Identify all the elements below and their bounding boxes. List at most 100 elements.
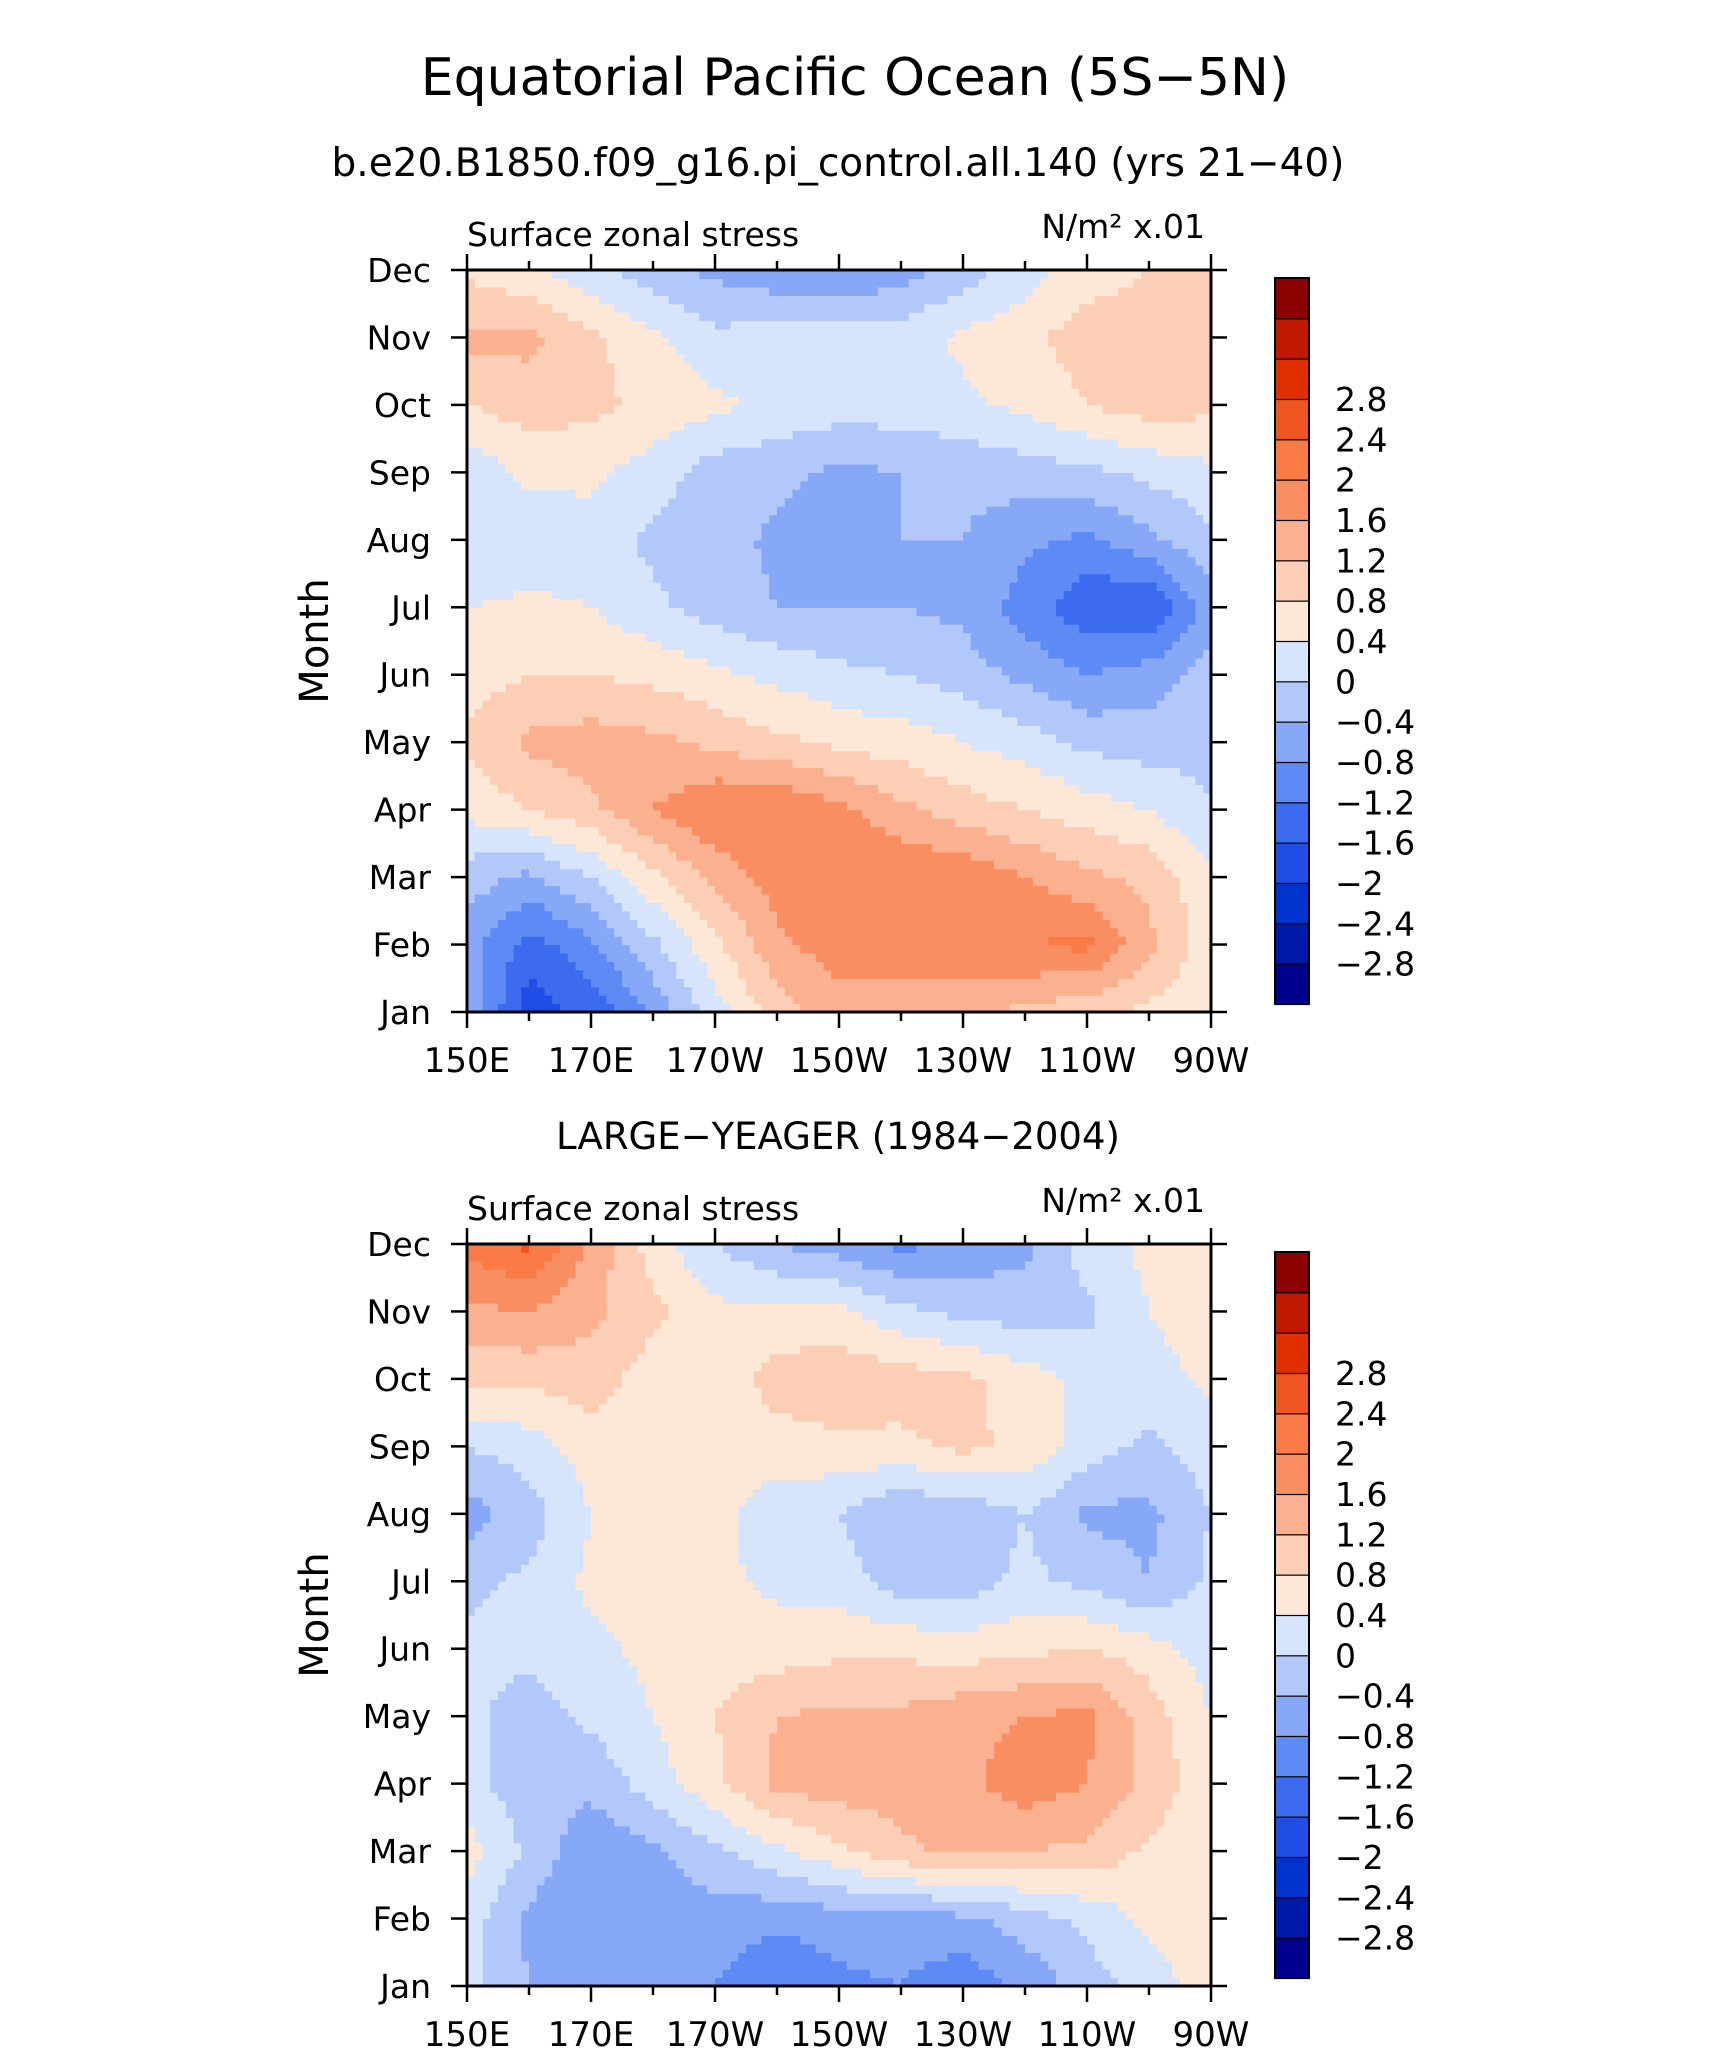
colorbar-swatch [1274,842,1310,885]
x-tick-label: 150W [790,2015,889,2055]
figure-subtitle: b.e20.B1850.f09_g16.pi_control.all.140 (… [332,141,1345,186]
colorbar-label: 0.8 [1335,1556,1387,1595]
y-tick-label: Jul [389,1562,431,1601]
y-tick-label: Apr [374,1765,432,1804]
x-tick-label: 170W [666,2015,765,2055]
colorbar-swatch [1274,761,1310,804]
x-tick-label: 110W [1038,2015,1137,2055]
y-tick-label: Aug [367,1495,431,1534]
panel-top: 150E 170E 170W 150W 130W 110W 90W Jan Feb Mar Apr M… [292,207,1415,1081]
colorbar-swatch [1274,1896,1310,1939]
colorbar-swatch [1274,1735,1310,1778]
y-tick-label: May [363,723,431,762]
colorbar-label: −0.4 [1335,703,1415,742]
units-label: N/m² x.01 [1041,1181,1205,1220]
colorbar-swatch [1274,1937,1310,1980]
colorbar-swatch [1274,358,1310,401]
colorbar-label: 1.2 [1335,1515,1387,1554]
colorbar-swatch [1274,277,1310,320]
colorbar-frame [1274,277,1310,1005]
colorbar-label: −0.8 [1335,1717,1415,1756]
y-tick-label: Nov [367,1292,431,1331]
colorbar-label: −2.8 [1335,1919,1415,1958]
colorbar-label: −0.4 [1335,1677,1415,1716]
x-tick-label: 110W [1038,1041,1137,1081]
colorbar-swatch [1274,398,1310,441]
colorbar-swatch [1274,1856,1310,1899]
colorbar-label: 0.8 [1335,582,1387,621]
y-tick-label: Aug [367,521,431,560]
units-label: N/m² x.01 [1041,207,1205,246]
colorbar-label: 1.6 [1335,501,1387,540]
colorbar-swatch [1274,1291,1310,1334]
colorbar-swatch [1274,680,1310,723]
y-tick-label: Jun [377,656,431,695]
colorbar-swatch [1274,963,1310,1006]
x-tick-label: 170W [666,1041,765,1081]
colorbar-swatch [1274,1251,1310,1294]
y-axis-label: Month [292,1552,338,1677]
y-tick-label: Feb [373,1900,431,1939]
colorbar-swatch [1274,1775,1310,1818]
colorbar-swatch [1274,438,1310,481]
x-tick-label: 130W [914,2015,1013,2055]
x-tick-label: 150E [424,2015,510,2055]
x-tick-label: 170E [548,1041,634,1081]
y-tick-label: Apr [374,791,432,830]
x-tick-label: 150W [790,1041,889,1081]
colorbar-swatch [1274,559,1310,602]
y-tick-label: May [363,1697,431,1736]
colorbar-label: −2 [1335,1838,1384,1877]
colorbar-swatch [1274,479,1310,522]
panel-bottom: LARGE−YEAGER (1984−2004) 150E 170E 170W 150… [292,1115,1415,2055]
colorbar-label: 2.4 [1335,420,1387,459]
colorbar-swatch [1274,317,1310,360]
y-tick-label: Oct [374,1360,431,1399]
colorbar-label: −1.2 [1335,1757,1415,1796]
y-tick-label: Oct [374,386,431,425]
colorbar-label: 0.4 [1335,622,1387,661]
colorbar-swatch [1274,1614,1310,1657]
colorbar-label: 2 [1335,461,1356,500]
y-tick-label: Mar [369,1832,432,1871]
y-tick-label: Sep [369,453,431,492]
colorbar-label: 0 [1335,1636,1356,1675]
colorbar-label: 2.8 [1335,1354,1387,1393]
colorbar-label: −0.8 [1335,743,1415,782]
colorbar-label: −1.2 [1335,783,1415,822]
colorbar-swatch [1274,1816,1310,1859]
y-tick-label: Mar [369,858,432,897]
panel-bottom-title: LARGE−YEAGER (1984−2004) [556,1115,1120,1158]
colorbar-swatch [1274,519,1310,562]
variable-label: Surface zonal stress [467,215,799,254]
x-tick-label: 90W [1173,2015,1250,2055]
colorbar-label: −1.6 [1335,1798,1415,1837]
colorbar-label: 2 [1335,1435,1356,1474]
contour-field [467,270,1212,1013]
colorbar-swatch [1274,721,1310,764]
x-tick-label: 90W [1173,1041,1250,1081]
variable-label: Surface zonal stress [467,1189,799,1228]
colorbar-frame [1274,1251,1310,1979]
colorbar-swatch [1274,1453,1310,1496]
colorbar: −2.8−2.4−2−1.6−1.2−0.8−0.400.40.81.21.62… [1274,1251,1415,1980]
colorbar-swatch [1274,1493,1310,1536]
y-tick-label: Feb [373,926,431,965]
colorbar-label: 0 [1335,662,1356,701]
colorbar-label: 2.8 [1335,380,1387,419]
colorbar-swatch [1274,1372,1310,1415]
colorbar-label: 1.6 [1335,1475,1387,1514]
colorbar-swatch [1274,801,1310,844]
y-tick-label: Nov [367,318,431,357]
colorbar-label: −2.4 [1335,1878,1415,1917]
contour-field [467,1244,1212,1987]
colorbar: −2.8−2.4−2−1.6−1.2−0.8−0.400.40.81.21.62… [1274,277,1415,1006]
y-tick-label: Jan [378,1967,431,2006]
colorbar-label: −2.4 [1335,904,1415,943]
y-tick-label: Jun [377,1630,431,1669]
y-tick-label: Jan [378,993,431,1032]
colorbar-swatch [1274,1332,1310,1375]
colorbar-label: 0.4 [1335,1596,1387,1635]
colorbar-swatch [1274,600,1310,643]
